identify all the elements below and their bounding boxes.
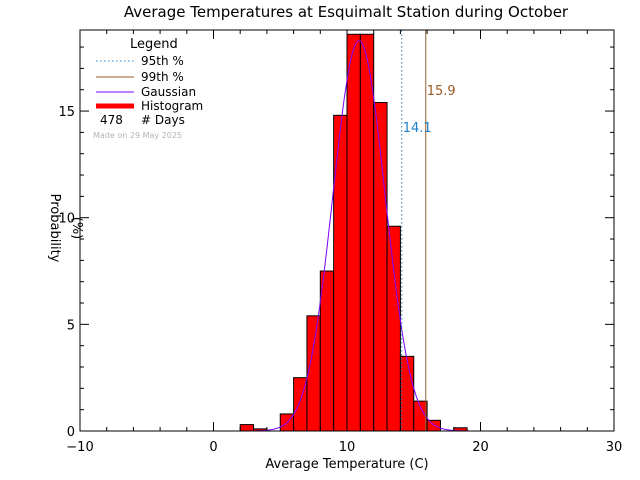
p95-value-label: 14.1 <box>403 121 432 136</box>
histogram-bar <box>346 33 361 432</box>
histogram-bar <box>319 270 335 432</box>
x-axis-label: Average Temperature (C) <box>265 457 428 472</box>
chart-title: Average Temperatures at Esquimalt Statio… <box>124 3 569 21</box>
x-tick-label: 30 <box>606 440 623 455</box>
y-axis-label-group: Probability (%) <box>47 194 84 263</box>
x-tick-label: 20 <box>472 440 489 455</box>
legend: Legend 95th % 99th % Gaussian Histogram … <box>93 37 203 140</box>
legend-title: Legend <box>130 37 178 52</box>
histogram-bar <box>306 315 321 432</box>
y-tick-label: 5 <box>67 318 75 333</box>
y-tick-label: 0 <box>67 425 75 440</box>
legend-label-95th: 95th % <box>141 54 184 68</box>
plot-area: 14.1 15.9 <box>80 30 613 432</box>
p99-value-label: 15.9 <box>427 84 456 99</box>
legend-label-histogram: Histogram <box>141 99 203 113</box>
histogram-bar <box>399 355 415 432</box>
y-tick-label: 10 <box>58 212 75 227</box>
made-on-note: Made on 29 May 2025 <box>93 131 182 140</box>
histogram-bar <box>359 33 375 432</box>
histogram-bar <box>333 114 348 432</box>
x-tick-label: 0 <box>209 440 217 455</box>
histogram-bar <box>426 419 441 432</box>
y-axis-unit: (%) <box>69 217 84 240</box>
days-count: 478 <box>100 113 123 127</box>
x-tick-label: −10 <box>66 440 93 455</box>
histogram-bar <box>239 424 255 432</box>
legend-label-gaussian: Gaussian <box>141 85 196 99</box>
legend-label-99th: 99th % <box>141 70 184 84</box>
x-tick-label: 10 <box>339 440 356 455</box>
histogram-bar <box>386 225 401 432</box>
days-label: # Days <box>141 113 185 127</box>
y-axis-label: Probability <box>47 194 62 263</box>
y-tick-label: 15 <box>58 105 75 120</box>
